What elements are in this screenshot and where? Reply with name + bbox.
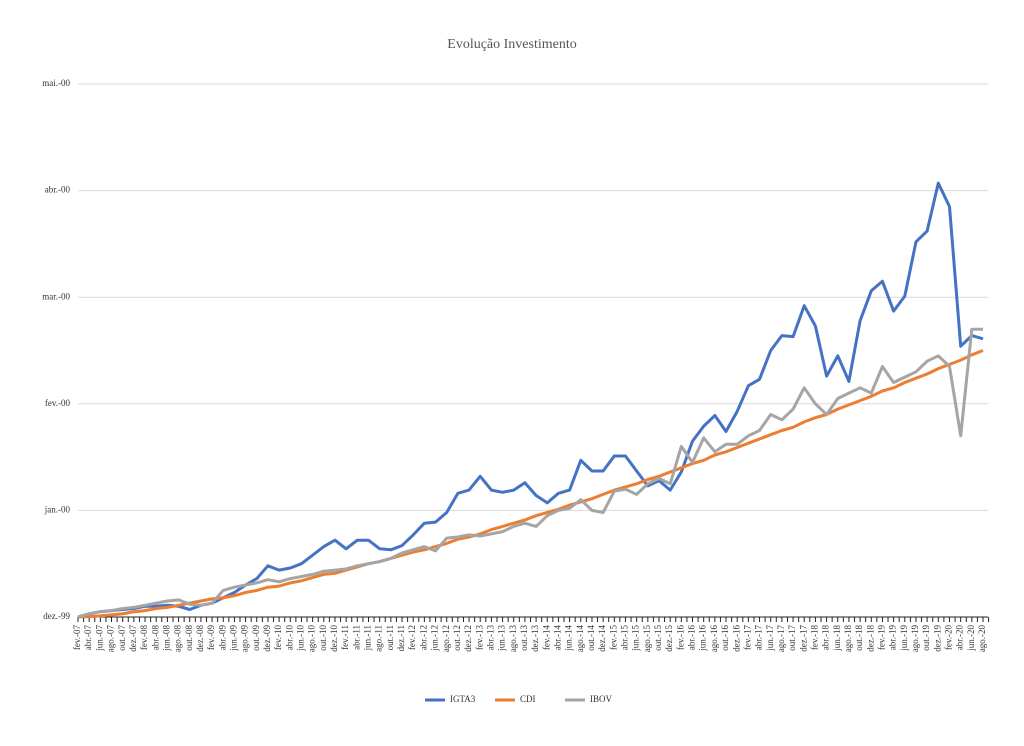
x-tick-label: abr.-09: [217, 625, 227, 651]
x-tick-label: abr.-19: [888, 625, 898, 651]
x-tick-label: out.-16: [720, 625, 730, 651]
x-tick-label: out.-19: [921, 625, 931, 651]
x-tick-label: dez.-16: [731, 625, 741, 652]
x-tick-label: jun.-19: [899, 625, 909, 652]
x-tick-label: fev.-10: [273, 625, 283, 651]
x-tick-label: fev.-09: [206, 625, 216, 651]
x-tick-label: jun.-18: [832, 625, 842, 652]
x-tick-label: jun.-08: [161, 625, 171, 652]
line-series: [77, 181, 984, 619]
x-tick-label: fev.-13: [474, 625, 484, 651]
x-tick-label: abr.-08: [150, 625, 160, 651]
x-tick-label: jun.-07: [94, 625, 104, 652]
x-tick-label: dez.-19: [932, 625, 942, 652]
x-tick-label: jun.-13: [497, 625, 507, 652]
x-tick-label: fev.-11: [340, 625, 350, 650]
x-tick-label: ago.-19: [910, 625, 920, 653]
x-tick-label: ago.-12: [441, 625, 451, 652]
x-tick-label: dez.-07: [128, 625, 138, 652]
x-tick-label: abr.-17: [754, 625, 764, 651]
x-tick-label: jun.-14: [564, 625, 574, 652]
x-tick-label: ago.-14: [575, 625, 585, 653]
legend-label: IGTA3: [450, 694, 476, 704]
x-tick-label: dez.-15: [664, 625, 674, 652]
x-tick-label: ago.-18: [843, 625, 853, 653]
x-tick-label: fev.-18: [809, 625, 819, 651]
x-tick-label: out.-08: [184, 625, 194, 651]
x-tick-label: dez.-09: [262, 625, 272, 652]
x-tick-label: jun.-11: [363, 625, 373, 651]
line-series: [77, 327, 983, 619]
x-tick-label: abr.-11: [351, 625, 361, 650]
x-tick-label: out.-10: [318, 625, 328, 651]
x-tick-label: jun.-17: [765, 625, 775, 652]
y-tick-label: fev.-00: [45, 398, 71, 408]
x-tick-label: abr.-13: [485, 625, 495, 651]
x-tick-label: ago.-17: [776, 625, 786, 653]
x-tick-label: ago.-09: [240, 625, 250, 653]
x-tick-label: ago.-13: [508, 625, 518, 653]
x-tick-label: out.-18: [854, 625, 864, 651]
x-tick-label: abr.-18: [821, 625, 831, 651]
x-tick-label: out.-14: [586, 625, 596, 651]
y-tick-label: abr.-00: [45, 185, 71, 195]
x-tick-label: fev.-17: [742, 625, 752, 651]
x-tick-label: out.-15: [653, 625, 663, 651]
x-tick-label: fev.-20: [944, 625, 954, 651]
x-tick-label: fev.-14: [541, 625, 551, 651]
x-tick-label: jun.-15: [631, 625, 641, 652]
x-tick-label: ago.-11: [374, 625, 384, 652]
x-tick-label: dez.-14: [597, 625, 607, 652]
x-tick-label: out.-09: [251, 625, 261, 651]
x-tick-label: fev.-16: [675, 625, 685, 651]
x-tick-label: abr.-16: [687, 625, 697, 651]
y-tick-label: dez.-99: [43, 611, 70, 621]
x-tick-label: ago.-15: [642, 625, 652, 653]
x-tick-label: out.-11: [385, 625, 395, 650]
x-tick-label: abr.-14: [552, 625, 562, 651]
y-tick-label: mar.-00: [42, 291, 70, 301]
x-tick-label: dez.-13: [530, 625, 540, 652]
line-series: [77, 349, 984, 619]
legend-label: CDI: [520, 694, 536, 704]
x-tick-label: out.-07: [117, 625, 127, 651]
x-tick-label: abr.-07: [83, 625, 93, 651]
x-tick-label: jun.-09: [228, 625, 238, 652]
x-tick-label: fev.-12: [407, 625, 417, 650]
chart-title: Evolução Investimento: [447, 37, 576, 52]
x-tick-label: abr.-12: [418, 625, 428, 650]
y-tick-label: jan.-00: [44, 504, 71, 514]
x-tick-label: dez.-17: [798, 625, 808, 652]
x-tick-label: jun.-20: [966, 625, 976, 652]
x-tick-label: jun.-10: [296, 625, 306, 652]
x-tick-label: ago.-10: [307, 625, 317, 653]
x-tick-label: jun.-12: [430, 625, 440, 652]
x-tick-label: out.-13: [519, 625, 529, 651]
x-tick-label: abr.-15: [620, 625, 630, 651]
x-tick-label: abr.-10: [284, 625, 294, 651]
x-tick-label: ago.-20: [977, 625, 987, 653]
x-tick-label: dez.-10: [329, 625, 339, 652]
x-tick-label: abr.-20: [955, 625, 965, 651]
x-tick-label: out.-17: [787, 625, 797, 651]
x-tick-label: fev.-15: [608, 625, 618, 651]
legend-label: IBOV: [590, 694, 612, 704]
x-tick-label: dez.-12: [463, 625, 473, 652]
x-tick-label: dez.-08: [195, 625, 205, 652]
x-tick-label: fev.-07: [72, 625, 82, 651]
x-tick-label: fev.-19: [877, 625, 887, 651]
x-tick-label: ago.-08: [173, 625, 183, 653]
x-tick-label: dez.-11: [396, 625, 406, 651]
x-tick-label: out.-12: [452, 625, 462, 651]
x-tick-label: ago.-16: [709, 625, 719, 653]
x-tick-label: ago.-07: [106, 625, 116, 653]
x-tick-label: dez.-18: [865, 625, 875, 652]
x-tick-label: fev.-08: [139, 625, 149, 651]
x-tick-label: jun.-16: [698, 625, 708, 652]
y-tick-label: mai.-00: [42, 78, 70, 88]
